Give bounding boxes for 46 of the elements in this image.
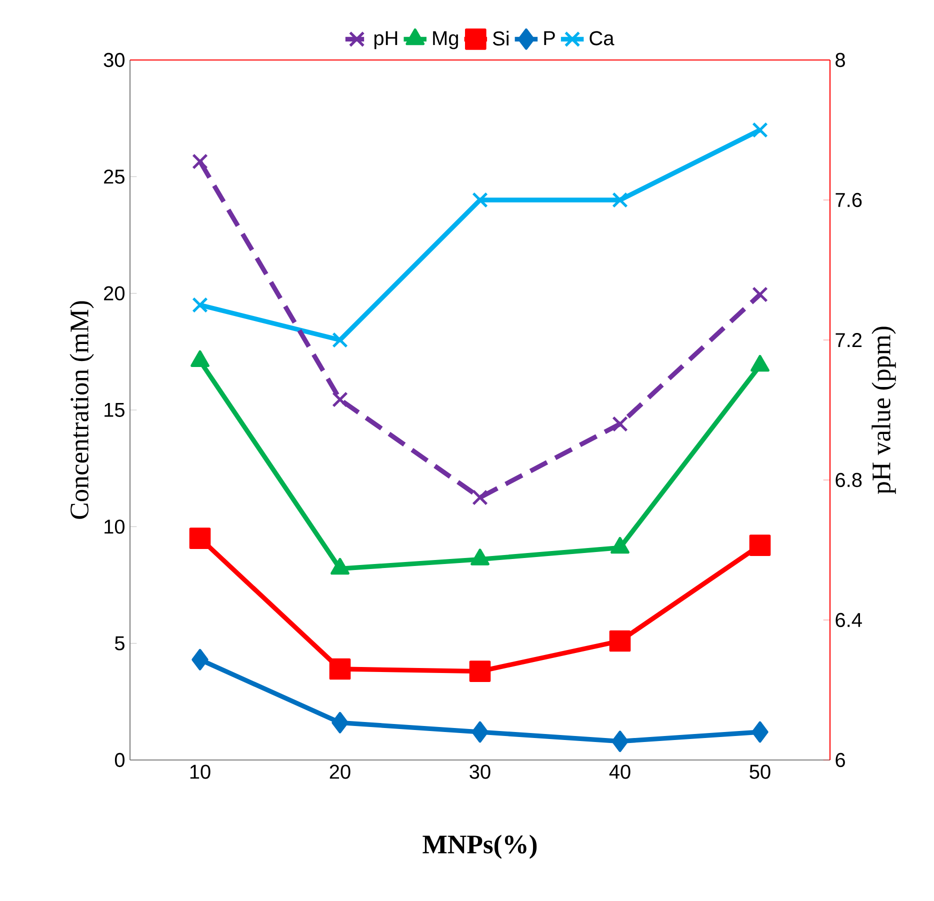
y2-tick-label: 6.4 xyxy=(836,612,862,628)
y-tick-label: 30 xyxy=(104,52,124,68)
y2-axis-title: pH value (ppm) xyxy=(872,326,896,494)
legend-label: Si xyxy=(492,30,508,46)
x-tick-label: 10 xyxy=(190,764,210,779)
point xyxy=(192,154,208,170)
point xyxy=(752,122,768,138)
y2-tick-label: 6 xyxy=(836,752,845,768)
point xyxy=(332,392,348,408)
y2-tick-label: 7.2 xyxy=(836,333,862,347)
point xyxy=(612,730,628,752)
point xyxy=(609,630,631,652)
point xyxy=(612,416,628,432)
x-tick-label: 30 xyxy=(470,764,490,779)
y2-tick-label: 6.8 xyxy=(836,472,862,488)
point xyxy=(332,712,348,734)
x-tick-label: 20 xyxy=(330,764,350,779)
y-tick-label: 20 xyxy=(104,286,124,300)
point xyxy=(472,721,488,743)
y-tick-label: 25 xyxy=(104,170,124,184)
y-tick-label: 10 xyxy=(104,520,124,534)
point xyxy=(752,721,768,743)
point xyxy=(469,660,491,682)
point xyxy=(189,528,211,549)
point xyxy=(472,192,488,208)
y-axis-title: Concentration (mM) xyxy=(70,301,94,519)
legend-label: Ca xyxy=(590,31,614,46)
x-tick-label: 50 xyxy=(750,764,770,779)
point xyxy=(472,490,488,506)
point xyxy=(332,332,348,348)
y-tick-label: 5 xyxy=(114,636,124,650)
y-tick-label: 0 xyxy=(114,752,124,768)
point xyxy=(749,534,771,556)
y2-tick-label: 7.6 xyxy=(836,192,862,208)
point xyxy=(192,297,208,313)
legend-label: P xyxy=(544,31,555,46)
point xyxy=(329,658,351,680)
y2-tick-label: 8 xyxy=(836,52,845,68)
legend-label: Mg xyxy=(433,31,458,50)
x-axis-title: MNPs(%) xyxy=(422,834,537,859)
point xyxy=(752,286,768,302)
legend-label: pH xyxy=(374,31,398,50)
y-tick-label: 15 xyxy=(104,403,124,417)
point xyxy=(192,648,208,670)
x-tick-label: 40 xyxy=(609,764,630,779)
point xyxy=(612,192,628,208)
